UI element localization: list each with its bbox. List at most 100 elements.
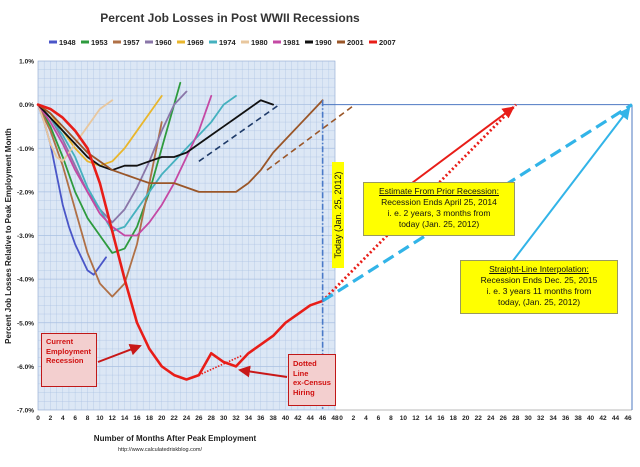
- legend-entry: 1980: [251, 38, 268, 47]
- x-axis-label: Number of Months After Peak Employment: [94, 434, 257, 443]
- census-label-line-1: Dotted Line: [293, 359, 317, 378]
- interpolation-arrow: [511, 107, 631, 263]
- chart-title: Percent Job Losses in Post WWII Recessio…: [100, 11, 360, 25]
- x-extension-tick-label: 20: [462, 415, 470, 422]
- x-extension-tick-label: 10: [400, 415, 408, 422]
- x-extension-tick-label: 26: [500, 415, 508, 422]
- extension-frame: [322, 104, 633, 411]
- x-tick-label: 34: [245, 415, 253, 422]
- x-extension-tick-label: 22: [475, 415, 483, 422]
- legend-entry: 1981: [283, 38, 300, 47]
- x-extension-tick-label: 24: [487, 415, 495, 422]
- x-tick-label: 12: [109, 415, 117, 422]
- census-dotted-segment: [198, 354, 243, 376]
- x-tick-label: 48: [331, 415, 339, 422]
- legend-entry: 1974: [219, 38, 237, 47]
- x-tick-label: 40: [282, 415, 290, 422]
- y-tick-label: 1.0%: [19, 59, 34, 66]
- interpolation-line-3: today, (Jan. 25, 2012): [497, 297, 581, 307]
- x-tick-label: 42: [294, 415, 302, 422]
- projection-line-1990: [198, 103, 280, 162]
- y-tick-label: -5.0%: [17, 320, 34, 327]
- series-line-1957: [37, 103, 163, 298]
- y-tick-label: -7.0%: [17, 408, 34, 415]
- x-extension-tick-label: 2: [352, 415, 356, 422]
- census-hiring-label: Dotted Line ex-Census Hiring: [288, 354, 336, 406]
- x-extension-tick-label: 28: [512, 415, 520, 422]
- census-label-line-2: ex-Census: [293, 378, 331, 387]
- x-extension-tick-label: 18: [450, 415, 458, 422]
- estimate-line-1: Recession Ends April 25, 2014: [381, 197, 497, 207]
- source-credit: http://www.calculatedriskblog.com/: [118, 447, 203, 453]
- legend-entry: 1948: [59, 38, 76, 47]
- y-tick-label: 0.0%: [19, 102, 34, 109]
- x-tick-label: 8: [86, 415, 90, 422]
- x-extension-tick-label: 38: [574, 415, 582, 422]
- legend-entry: 1969: [187, 38, 204, 47]
- legend-entry: 2001: [347, 38, 364, 47]
- interpolation-line-2: i. e. 3 years 11 months from: [486, 286, 592, 296]
- x-tick-label: 20: [158, 415, 166, 422]
- y-tick-label: -1.0%: [17, 146, 34, 153]
- x-tick-label: 0: [36, 415, 40, 422]
- census-label-line-3: Hiring: [293, 387, 315, 397]
- x-tick-label: 44: [307, 415, 315, 422]
- x-tick-label: 46: [319, 415, 327, 422]
- x-tick-label: 36: [257, 415, 265, 422]
- estimate-line-2: i. e. 2 years, 3 months from: [387, 208, 491, 218]
- x-tick-label: 2: [49, 415, 53, 422]
- series-line-1960: [37, 90, 188, 224]
- estimate-line-3: today (Jan. 25, 2012): [398, 219, 480, 229]
- legend-entry: 1960: [155, 38, 172, 47]
- current-label-line-1: Current: [46, 337, 74, 346]
- x-tick-label: 38: [270, 415, 278, 422]
- estimate-title: Estimate From Prior Recession:: [379, 186, 499, 196]
- x-extension-tick-label: 40: [587, 415, 595, 422]
- series-layer: [36, 81, 324, 381]
- census-hiring-arrow: [238, 365, 288, 378]
- x-axis-ticks: 0 2 4 6 8 10 12 14 16 18 20 22 24 26 28 30 32 34 36 38 40 42 4…: [36, 415, 339, 422]
- x-axis-extension-ticks: 0 2 4 6 8 10 12 14 16 18 20 22 24 26 28 30 32 34 36 38 40 42 4…: [339, 415, 632, 422]
- series-line-1953: [37, 81, 182, 254]
- x-extension-tick-label: 44: [612, 415, 620, 422]
- series-line-2001: [37, 99, 324, 193]
- x-tick-label: 26: [195, 415, 203, 422]
- x-tick-label: 22: [171, 415, 179, 422]
- y-tick-label: -3.0%: [17, 233, 34, 240]
- current-label-line-2: Employment: [46, 346, 92, 356]
- x-tick-label: 24: [183, 415, 191, 422]
- x-tick-label: 30: [220, 415, 228, 422]
- x-extension-tick-label: 46: [624, 415, 632, 422]
- x-tick-label: 32: [232, 415, 240, 422]
- x-extension-tick-label: 8: [389, 415, 393, 422]
- interpolation-title: Straight-Line Interpolation:: [489, 264, 589, 274]
- x-tick-label: 28: [208, 415, 216, 422]
- x-extension-tick-label: 16: [437, 415, 445, 422]
- legend-entry: 1990: [315, 38, 332, 47]
- legend-entry: 1953: [91, 38, 108, 47]
- projection-line-2007: [321, 103, 517, 302]
- y-axis-label: Percent Job Losses Relative to Peak Empl…: [4, 128, 13, 344]
- x-extension-tick-label: 4: [364, 415, 368, 422]
- x-tick-label: 14: [121, 415, 129, 422]
- legend-entry: 1957: [123, 38, 140, 47]
- y-tick-label: -4.0%: [17, 277, 34, 284]
- x-tick-label: 6: [73, 415, 77, 422]
- x-tick-label: 10: [96, 415, 104, 422]
- x-extension-tick-label: 6: [377, 415, 381, 422]
- legend-entry: 2007: [379, 38, 396, 47]
- current-label-line-3: Recession: [46, 356, 84, 365]
- series-line-1981: [37, 95, 213, 237]
- x-extension-tick-label: 14: [425, 415, 433, 422]
- x-tick-label: 16: [133, 415, 141, 422]
- interpolation-line-1: Recession Ends Dec. 25, 2015: [480, 275, 598, 285]
- x-extension-tick-label: 42: [599, 415, 607, 422]
- x-extension-tick-label: 30: [525, 415, 533, 422]
- series-line-1990: [37, 99, 275, 171]
- x-extension-tick-label: 34: [550, 415, 558, 422]
- x-extension-tick-label: 36: [562, 415, 570, 422]
- x-tick-label: 18: [146, 415, 154, 422]
- legend: 1948 1953 1957 1960 1969 1974 1980 1981 1990 2001…: [49, 38, 396, 47]
- x-tick-label: 4: [61, 415, 65, 422]
- arrow-layer: [97, 106, 631, 378]
